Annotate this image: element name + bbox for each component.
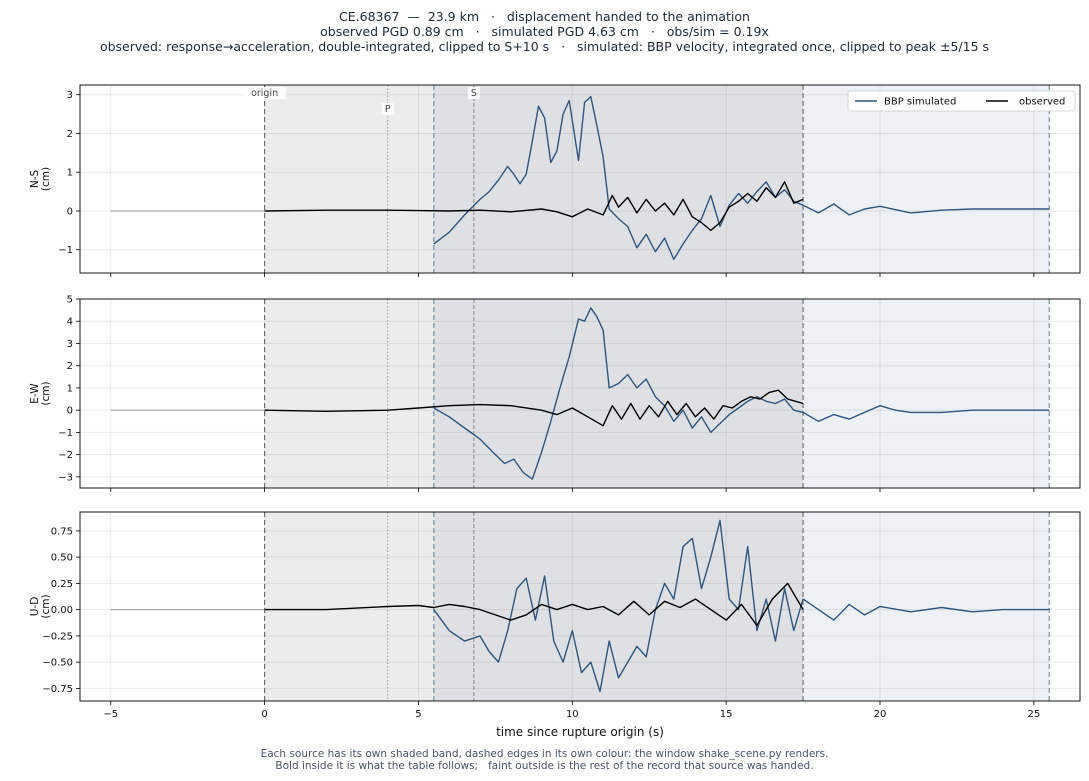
y-axis-label-line: (cm) xyxy=(40,167,52,191)
panel-3: −0.75 −0.50 −0.25 0.00 0.25 0.50 0.75 −5 0 5 10 15 2… xyxy=(29,511,1081,739)
x-tick-label: 0 xyxy=(261,709,267,720)
traces xyxy=(110,307,1050,480)
axes-frame xyxy=(79,84,1081,274)
footer-note-line-2: Bold inside it is what the table follows… xyxy=(275,760,814,772)
x-tick-label: 25 xyxy=(1027,709,1040,720)
y-tick-label: −0.25 xyxy=(42,631,73,642)
y-tick-label: −3 xyxy=(58,472,73,483)
legend: BBP simulated observed xyxy=(847,90,1076,112)
y-axis-label-line: (cm) xyxy=(40,594,52,618)
y-axis-label: E-W(cm) xyxy=(29,381,52,405)
simulated-window-band xyxy=(803,85,1050,273)
simulated-window-band xyxy=(803,512,1050,701)
y-tick-label: 0.25 xyxy=(51,579,73,590)
y-axis-label: N-S(cm) xyxy=(29,167,52,191)
y-axis-label-line: E-W xyxy=(29,383,41,404)
y-tick-label: 0 xyxy=(67,406,73,417)
overlap-window-band xyxy=(433,512,804,701)
y-tick-label: 1 xyxy=(67,168,73,179)
y-tick-label: 1 xyxy=(67,383,73,394)
y-axis-label-line: (cm) xyxy=(40,381,52,405)
simulated-trace xyxy=(433,95,1050,261)
y-tick-label: 3 xyxy=(67,90,73,101)
x-tick-label: 5 xyxy=(415,709,421,720)
marker-label-origin: origin xyxy=(251,88,278,99)
y-tick-label: −0.75 xyxy=(42,684,73,695)
chart-title-line-2: observed PGD 0.89 cm · simulated PGD 4.6… xyxy=(320,24,769,39)
overlap-window-band xyxy=(433,299,804,488)
panel-1: −1 0 1 2 3 N-S(cm) origin P S BBP simulated observ… xyxy=(29,84,1081,277)
marker-label-bg xyxy=(467,87,480,99)
x-axis-label: time since rupture origin (s) xyxy=(496,725,664,739)
x-tick-label: −5 xyxy=(103,709,118,720)
x-tick-label: 10 xyxy=(566,709,579,720)
observed-window-band xyxy=(264,299,434,488)
panel-2: −3 −2 −1 0 1 2 3 4 5 E-W(cm) xyxy=(29,295,1081,492)
traces xyxy=(110,519,1050,693)
y-tick-label: 0 xyxy=(67,206,73,217)
y-tick-label: 3 xyxy=(67,339,73,350)
y-tick-label: −1 xyxy=(58,245,73,256)
y-tick-label: 5 xyxy=(67,295,73,306)
marker-label-bg xyxy=(381,103,394,115)
x-tick-label: 15 xyxy=(720,709,733,720)
y-axis-label-line: N-S xyxy=(29,170,41,189)
observed-trace xyxy=(264,582,804,627)
marker-label-s: S xyxy=(471,88,477,99)
y-tick-label: 4 xyxy=(67,317,73,328)
legend-box xyxy=(847,90,1076,112)
simulated-window-band xyxy=(803,299,1050,488)
y-axis-label: U-D(cm) xyxy=(29,594,52,618)
y-axis-label-line: U-D xyxy=(29,597,41,617)
y-tick-label: 0.50 xyxy=(51,553,73,564)
x-tick-label: 20 xyxy=(874,709,887,720)
footer-note-line-1: Each source has its own shaded band, das… xyxy=(260,748,829,760)
legend-label-observed: observed xyxy=(1019,97,1065,108)
y-tick-label: −2 xyxy=(58,450,73,461)
legend-label-simulated: BBP simulated xyxy=(884,97,956,108)
y-tick-label: −0.50 xyxy=(42,658,73,669)
simulated-trace xyxy=(433,519,1050,693)
y-tick-label: 2 xyxy=(67,129,73,140)
axes-frame xyxy=(79,298,1081,489)
simulated-trace xyxy=(433,307,1050,480)
chart-title-line-1: CE.68367 — 23.9 km · displacement handed… xyxy=(339,9,750,24)
y-tick-label: 0.75 xyxy=(51,526,73,537)
observed-window-band xyxy=(264,85,434,273)
y-tick-label: 2 xyxy=(67,361,73,372)
y-tick-label: −1 xyxy=(58,428,73,439)
marker-label-bg xyxy=(243,87,287,99)
axes-frame xyxy=(79,511,1081,702)
traces xyxy=(110,95,1050,261)
observed-trace xyxy=(264,181,804,232)
observed-trace xyxy=(264,389,804,427)
chart-title-line-3: observed: response→acceleration, double-… xyxy=(99,39,990,54)
y-tick-label: 0.00 xyxy=(51,605,73,616)
marker-label-p: P xyxy=(385,104,391,115)
overlap-window-band xyxy=(433,85,804,273)
